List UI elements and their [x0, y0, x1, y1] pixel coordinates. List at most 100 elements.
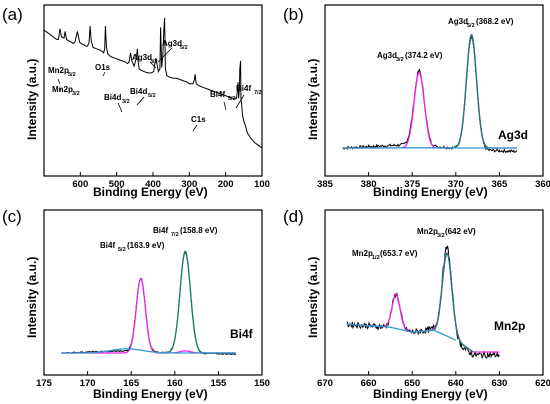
ann-bi4d52-sub: 5/2 [148, 93, 156, 99]
x-tick-label: 155 [210, 378, 227, 389]
peak-label-sub: 3/2 [437, 233, 445, 239]
panel-a-label: (a) [2, 5, 23, 24]
x-tick-label: 360 [535, 179, 550, 190]
x-tick-label: 670 [317, 378, 333, 389]
x-tick-label: 160 [167, 378, 183, 389]
panel-c-ylabel: Intensity (a.u.) [25, 257, 39, 338]
x-tick-label: 100 [254, 179, 270, 190]
x-tick-label: 650 [404, 378, 420, 389]
panel-a: (a) Intensity (a.u.) Binding Energy (eV)… [2, 4, 270, 199]
panel-d-ylabel: Intensity (a.u.) [306, 257, 320, 338]
ann-mn2p32: Mn2p [52, 85, 73, 94]
panel-ticks: 670 660 650 640 630 620 [317, 371, 550, 389]
panel-c-peak-labels: Bi4f 5/2 (163.9 eV) Bi4f 7/2 (158.8 eV) [100, 226, 218, 253]
ann-arrow [136, 96, 145, 106]
ann-mn2p52: Mn2p [48, 66, 69, 75]
peak-label: Mn2p [417, 227, 438, 236]
ann-mn2p52-sub: 5/2 [68, 72, 76, 78]
peak-label: Bi4f [153, 226, 168, 235]
x-tick-label: 385 [317, 179, 334, 190]
peak-label: Mn2p [352, 249, 373, 258]
ann-ag3d52: Ag3d [162, 39, 182, 48]
x-tick-label: 500 [109, 179, 125, 190]
peak-label-value: (653.7 eV) [380, 249, 418, 258]
ann-c1s: C1s [191, 115, 206, 124]
peak-label-sub: 5/2 [467, 23, 475, 29]
x-tick-label: 660 [361, 378, 377, 389]
series-line [61, 348, 236, 354]
ann-bi4f72: Bi4f [236, 84, 251, 93]
ann-arrow [192, 124, 198, 132]
x-tick-label: 640 [448, 378, 464, 389]
x-tick-label: 300 [181, 179, 197, 190]
panel-a-ylabel: Intensity (a.u.) [25, 59, 39, 140]
panel-a-annotations: Mn2p 5/2 Mn2p 3/2 O1s Bi4d 3/2 Bi4d 5/2 … [48, 39, 262, 132]
peak-label: Ag3d [377, 51, 397, 60]
ann-ag3d32-sub: 3/2 [150, 59, 158, 65]
ann-arrow [117, 102, 123, 113]
x-tick-label: 620 [535, 378, 550, 389]
ann-arrow [149, 61, 157, 69]
ann-arrow [57, 78, 61, 85]
peak-label-value: (158.8 eV) [180, 226, 218, 235]
panel-a-xlabel: Binding Energy (eV) [93, 185, 208, 199]
series-line [346, 252, 500, 353]
panel-d-xlabel: Binding Energy (eV) [373, 387, 488, 401]
panel-series [342, 33, 518, 154]
ann-mn2p32-sub: 3/2 [72, 91, 80, 97]
x-tick-label: 165 [123, 378, 140, 389]
panel-ticks: 385 380 375 370 365 360 [317, 172, 550, 190]
x-tick-label: 200 [218, 179, 234, 190]
peak-label: Bi4f [100, 241, 115, 250]
panel-b-ylabel: Intensity (a.u.) [306, 59, 320, 140]
series-line [429, 253, 474, 353]
x-tick-label: 400 [145, 179, 161, 190]
peak-label-sub: 3/2 [396, 57, 404, 63]
panel-c-label: (c) [2, 207, 22, 226]
x-tick-label: 170 [80, 378, 96, 389]
panel-b-xlabel: Binding Energy (eV) [373, 185, 488, 199]
peak-label-value: (374.2 eV) [405, 51, 443, 60]
series-line [161, 250, 236, 354]
panel-b-label: (b) [283, 5, 304, 24]
series-line [61, 277, 236, 354]
ann-arrow [59, 87, 62, 93]
peak-label-value: (642 eV) [445, 227, 476, 236]
panel-c-frame [43, 209, 263, 376]
x-tick-label: 370 [448, 179, 464, 190]
series-line [447, 33, 500, 149]
panel-series [346, 245, 500, 360]
series-line [346, 245, 500, 360]
panel-d-frame [324, 209, 544, 376]
ann-arrow [102, 71, 106, 77]
panel-c: (c) Intensity (a.u.) Binding Energy (eV)… [2, 207, 270, 401]
ann-bi4d32-sub: 3/2 [122, 99, 130, 105]
panel-b-frame [324, 4, 544, 177]
ann-ag3d32: Ag3d [132, 53, 152, 62]
series-line [346, 323, 457, 341]
panel-c-xlabel: Binding Energy (eV) [93, 387, 208, 401]
peak-label-value: (163.9 eV) [127, 241, 165, 250]
ann-arrow [235, 94, 245, 109]
ann-bi4f52: Bi4f [210, 90, 225, 99]
panel-b-peak-labels: Ag3d 3/2 (374.2 eV) Ag3d 5/2 (368.2 eV) [377, 17, 514, 63]
ann-bi4f52-sub: 5/2 [228, 96, 236, 102]
panel-b: (b) Intensity (a.u.) Binding Energy (eV)… [283, 4, 550, 199]
panel-d-peak-labels: Mn2p 1/2 (653.7 eV) Mn2p 3/2 (642 eV) [352, 227, 476, 261]
peak-label-sub: 7/2 [171, 232, 179, 238]
ann-o1s: O1s [95, 63, 111, 72]
panel-d-label: (d) [283, 207, 304, 226]
peak-label-value: (368.2 eV) [476, 17, 514, 26]
panel-series [61, 250, 236, 356]
panel-d-element: Mn2p [494, 319, 525, 333]
ann-arrow [157, 47, 173, 63]
panel-series [43, 17, 263, 149]
ann-bi4f72-sub: 7/2 [254, 90, 262, 96]
panel-c-element: Bi4f [230, 327, 254, 341]
ann-bi4d32: Bi4d [104, 93, 121, 102]
ann-bi4d52: Bi4d [130, 87, 147, 96]
x-tick-label: 375 [404, 179, 421, 190]
x-tick-label: 365 [491, 179, 508, 190]
panel-ticks: 175 170 165 160 155 150 [36, 371, 270, 389]
